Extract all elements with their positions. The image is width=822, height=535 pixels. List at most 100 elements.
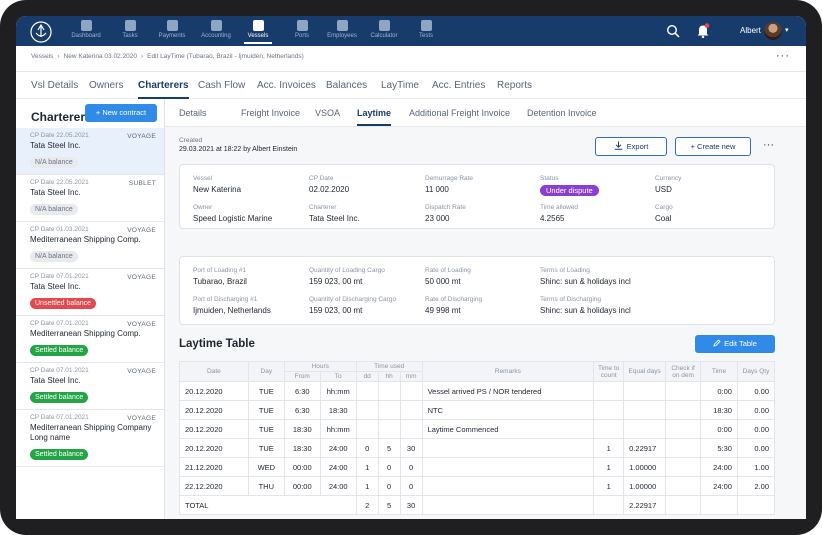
cell-to[interactable]: hh:mm bbox=[319, 381, 357, 401]
cell-from[interactable]: 18:30 bbox=[283, 438, 321, 458]
cell-to[interactable]: 24:00 bbox=[319, 457, 357, 477]
cell-to[interactable]: 18:30 bbox=[319, 400, 357, 420]
cell-eq[interactable]: 1.00000 bbox=[623, 476, 667, 496]
cell-time[interactable]: 5:30 bbox=[700, 438, 738, 458]
edit-table-button[interactable]: Edit Table bbox=[695, 335, 775, 353]
nav-item-payments[interactable]: Payments bbox=[152, 20, 192, 39]
cell-ttc[interactable] bbox=[593, 400, 625, 420]
subtab-freight-invoice[interactable]: Freight Invoice bbox=[241, 108, 301, 118]
cell-remarks[interactable] bbox=[421, 438, 595, 458]
cell-check[interactable] bbox=[665, 438, 702, 458]
cell-eq[interactable] bbox=[623, 419, 667, 439]
nav-item-dashboard[interactable]: Dashboard bbox=[66, 20, 106, 39]
breadcrumb-vessel[interactable]: New Katerina 03.02.2020 bbox=[63, 53, 137, 60]
cell-time[interactable]: 18:30 bbox=[700, 400, 738, 420]
cell-time[interactable]: 24:00 bbox=[700, 457, 738, 477]
search-icon[interactable] bbox=[666, 24, 680, 38]
cell-dd[interactable]: 1 bbox=[355, 457, 379, 477]
cell-dd[interactable] bbox=[355, 381, 379, 401]
nav-item-ports[interactable]: Ports bbox=[282, 20, 322, 39]
cell-ttc[interactable]: 1 bbox=[593, 476, 625, 496]
cell-ttc[interactable] bbox=[593, 381, 625, 401]
page-more-menu-icon[interactable]: ··· bbox=[776, 50, 790, 62]
cell-remarks[interactable] bbox=[421, 476, 595, 496]
charterer-card[interactable]: CP Date 07.01.2021 VOYAGE Tata Steel Inc. S… bbox=[16, 363, 164, 410]
cell-dd[interactable] bbox=[355, 419, 379, 439]
user-avatar[interactable] bbox=[764, 22, 782, 40]
table-row[interactable]: 20.12.2020 TUE 18:30 hh:mm Laytime Commenced… bbox=[179, 419, 776, 439]
cell-mm[interactable] bbox=[399, 400, 423, 420]
cell-check[interactable] bbox=[665, 419, 702, 439]
export-button[interactable]: Export bbox=[595, 137, 667, 156]
tab-cash-flow[interactable]: Cash Flow bbox=[198, 80, 246, 91]
cell-to[interactable]: 24:00 bbox=[319, 476, 357, 496]
cell-eq[interactable] bbox=[623, 381, 667, 401]
cell-hh[interactable] bbox=[377, 381, 401, 401]
cell-check[interactable] bbox=[665, 476, 702, 496]
cell-mm[interactable]: 0 bbox=[399, 457, 423, 477]
tab-balances[interactable]: Balances bbox=[326, 80, 368, 91]
table-row[interactable]: 21.12.2020 WED 00:00 24:00 1 0 0 1 1.00000 24:00 1… bbox=[179, 457, 776, 477]
cell-dd[interactable] bbox=[355, 400, 379, 420]
cell-mm[interactable]: 0 bbox=[399, 476, 423, 496]
nav-item-calculator[interactable]: Calculator bbox=[364, 20, 404, 39]
cell-mm[interactable] bbox=[399, 381, 423, 401]
nav-item-tests[interactable]: Tests bbox=[406, 20, 446, 39]
table-row[interactable]: 20.12.2020 TUE 6:30 hh:mm Vessel arrived PS … bbox=[179, 381, 776, 401]
cell-qty[interactable]: 0.00 bbox=[736, 438, 776, 458]
nav-item-accounting[interactable]: Accounting bbox=[196, 20, 236, 39]
cell-from[interactable]: 6:30 bbox=[283, 400, 321, 420]
subtab-laytime[interactable]: Laytime bbox=[357, 108, 392, 126]
breadcrumb-vessels[interactable]: Vessels bbox=[31, 53, 54, 60]
cell-remarks[interactable]: Vessel arrived PS / NOR tendered bbox=[421, 381, 595, 401]
table-row[interactable]: 20.12.2020 TUE 6:30 18:30 NTC 18:30 0.00 bbox=[179, 400, 776, 420]
tab-acc-entries[interactable]: Acc. Entries bbox=[432, 80, 486, 91]
cell-qty[interactable]: 0.00 bbox=[736, 419, 776, 439]
cell-time[interactable]: 0:00 bbox=[700, 419, 738, 439]
cell-hh[interactable] bbox=[377, 400, 401, 420]
cell-qty[interactable]: 0.00 bbox=[736, 381, 776, 401]
cell-mm[interactable] bbox=[399, 419, 423, 439]
cell-from[interactable]: 6:30 bbox=[283, 381, 321, 401]
cell-eq[interactable] bbox=[623, 400, 667, 420]
cell-from[interactable]: 00:00 bbox=[283, 476, 321, 496]
tab-reports[interactable]: Reports bbox=[497, 80, 533, 91]
subtab-additional-freight-invoice[interactable]: Additional Freight Invoice bbox=[409, 108, 511, 118]
cell-time[interactable]: 24:00 bbox=[700, 476, 738, 496]
tab-acc-invoices[interactable]: Acc. Invoices bbox=[257, 80, 316, 91]
cell-ttc[interactable]: 1 bbox=[593, 457, 625, 477]
user-name[interactable]: Albert bbox=[740, 26, 761, 35]
cell-check[interactable] bbox=[665, 400, 702, 420]
nav-item-vessels[interactable]: Vessels bbox=[238, 20, 278, 44]
cell-ttc[interactable]: 1 bbox=[593, 438, 625, 458]
company-logo-icon[interactable] bbox=[30, 21, 52, 43]
cell-qty[interactable]: 0.00 bbox=[736, 400, 776, 420]
cell-dd[interactable]: 0 bbox=[355, 438, 379, 458]
subtab-details[interactable]: Details bbox=[179, 108, 207, 118]
new-contract-button[interactable]: + New contract bbox=[85, 104, 157, 122]
charterer-card[interactable]: CP Date 01.03.2021 VOYAGE Mediterranean Sh… bbox=[16, 222, 164, 269]
cell-hh[interactable]: 0 bbox=[377, 457, 401, 477]
tab-laytime[interactable]: LayTime bbox=[381, 80, 419, 91]
charterer-card[interactable]: CP Date 07.01.2021 VOYAGE Mediterranean Sh… bbox=[16, 410, 164, 467]
cell-mm[interactable]: 30 bbox=[399, 438, 423, 458]
cell-hh[interactable]: 5 bbox=[377, 438, 401, 458]
charterer-card[interactable]: CP Date 07.01.2021 VOYAGE Tata Steel Inc. U… bbox=[16, 269, 164, 316]
nav-item-employees[interactable]: Employees bbox=[322, 20, 362, 39]
cell-hh[interactable]: 0 bbox=[377, 476, 401, 496]
cell-check[interactable] bbox=[665, 457, 702, 477]
status-badge[interactable]: Under dispute bbox=[540, 185, 599, 196]
cell-qty[interactable]: 1.00 bbox=[736, 457, 776, 477]
charterer-card[interactable]: CP Date 07.01.2021 VOYAGE Mediterranean Sh… bbox=[16, 316, 164, 363]
cell-remarks[interactable] bbox=[421, 457, 595, 477]
cell-remarks[interactable]: NTC bbox=[421, 400, 595, 420]
cell-to[interactable]: hh:mm bbox=[319, 419, 357, 439]
subtab-detention-invoice[interactable]: Detention Invoice bbox=[527, 108, 597, 118]
cell-eq[interactable]: 1.00000 bbox=[623, 457, 667, 477]
table-row[interactable]: 22.12.2020 THU 00:00 24:00 1 0 0 1 1.00000 24:00 2… bbox=[179, 476, 776, 496]
tab-owners[interactable]: Owners bbox=[89, 80, 124, 91]
cell-ttc[interactable] bbox=[593, 419, 625, 439]
cell-from[interactable]: 00:00 bbox=[283, 457, 321, 477]
create-new-button[interactable]: + Create new bbox=[675, 137, 751, 156]
cell-hh[interactable] bbox=[377, 419, 401, 439]
